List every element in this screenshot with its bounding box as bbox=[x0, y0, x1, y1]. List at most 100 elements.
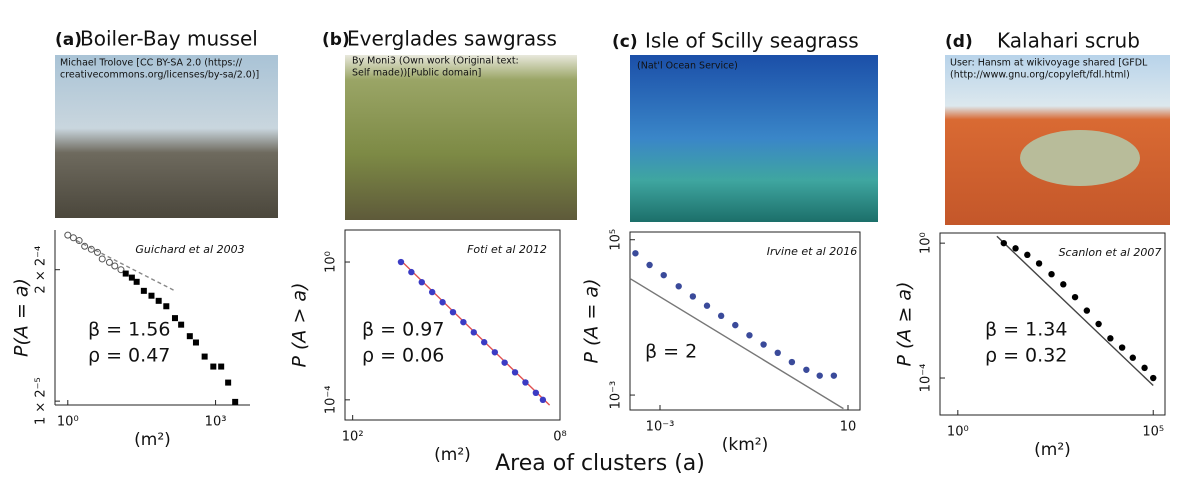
y-tick-label: 10⁵ bbox=[609, 229, 624, 251]
point bbox=[1118, 344, 1126, 351]
point bbox=[1000, 239, 1007, 247]
photo-credit: By Moni3 (Own work (Original text: bbox=[352, 56, 519, 67]
point bbox=[148, 292, 155, 299]
point bbox=[760, 341, 767, 348]
citation: Irvine et al 2016 bbox=[767, 245, 857, 258]
point bbox=[133, 278, 140, 285]
point bbox=[163, 303, 170, 310]
x-axis-label: (m²) bbox=[134, 430, 171, 450]
point bbox=[111, 262, 119, 270]
point bbox=[1048, 270, 1055, 278]
point bbox=[632, 250, 639, 257]
point bbox=[646, 261, 653, 269]
point bbox=[128, 274, 135, 281]
photo-credit: Michael Trolove [CC BY-SA 2.0 (https:// bbox=[60, 58, 243, 69]
x-tick-label: 0⁸ bbox=[553, 430, 566, 445]
point bbox=[1012, 245, 1019, 252]
point bbox=[1107, 335, 1114, 342]
point bbox=[803, 366, 810, 373]
citation: Guichard et al 2003 bbox=[135, 243, 244, 256]
point bbox=[397, 258, 405, 266]
y-axis-label: P (A > a) bbox=[289, 283, 311, 368]
point bbox=[87, 245, 95, 253]
point bbox=[660, 271, 667, 279]
x-tick-label: 10² bbox=[342, 430, 364, 445]
point bbox=[1024, 251, 1031, 259]
point bbox=[98, 255, 106, 263]
annotation: ρ = 0.06 bbox=[362, 345, 444, 367]
plot-frame bbox=[344, 229, 561, 421]
y-axis-label: P (A ≥ a) bbox=[894, 282, 916, 367]
point bbox=[192, 339, 199, 346]
point bbox=[1129, 354, 1136, 361]
panel-label: (d) bbox=[945, 32, 973, 52]
point bbox=[122, 270, 129, 277]
plot-frame bbox=[629, 231, 861, 411]
y-tick-label: 10⁰ bbox=[919, 232, 934, 254]
y-tick-label: 10⁻⁴ bbox=[324, 386, 339, 415]
annotation: β = 1.56 bbox=[88, 319, 170, 341]
x-axis-label: (m²) bbox=[1034, 440, 1071, 460]
panel-label: (c) bbox=[612, 32, 638, 52]
point bbox=[105, 258, 113, 266]
photo bbox=[630, 55, 878, 222]
x-tick-label: 10³ bbox=[205, 415, 227, 430]
point bbox=[491, 349, 499, 356]
y-tick-label: 10⁰ bbox=[324, 251, 339, 273]
point bbox=[64, 231, 72, 239]
x-tick-label: 10⁰ bbox=[947, 425, 969, 440]
y-axis-label: P(A = a) bbox=[11, 278, 33, 357]
point bbox=[81, 242, 89, 250]
citation: Scanlon et al 2007 bbox=[1059, 246, 1162, 259]
point bbox=[155, 297, 162, 304]
point bbox=[225, 379, 232, 386]
y-tick-label: 2 × 2⁻⁴ bbox=[34, 246, 49, 294]
shrub bbox=[1020, 130, 1140, 186]
fit-line bbox=[76, 239, 176, 292]
photo-credit: Self made))[Public domain] bbox=[352, 68, 481, 79]
point bbox=[774, 349, 781, 357]
point bbox=[201, 353, 208, 360]
point bbox=[449, 308, 457, 316]
panel-label: (a) bbox=[55, 30, 82, 50]
point bbox=[428, 288, 436, 296]
point bbox=[439, 299, 446, 306]
panel-title: Isle of Scilly seagrass bbox=[645, 29, 859, 53]
point bbox=[1035, 260, 1043, 267]
x-tick-label: 10 bbox=[840, 420, 857, 435]
annotation: β = 2 bbox=[645, 341, 697, 363]
point bbox=[675, 283, 682, 290]
point bbox=[75, 237, 83, 245]
panel-label: (b) bbox=[322, 30, 350, 50]
point bbox=[1150, 374, 1157, 382]
y-axis-label: P (A = a) bbox=[581, 279, 603, 364]
common-x-label: Area of clusters (a) bbox=[495, 451, 705, 476]
point bbox=[69, 234, 77, 242]
fit-line bbox=[996, 235, 1154, 387]
point bbox=[539, 396, 547, 404]
y-tick-label: 10⁻³ bbox=[609, 381, 624, 410]
point bbox=[218, 363, 225, 370]
annotation: ρ = 0.32 bbox=[985, 345, 1067, 367]
point bbox=[1141, 364, 1148, 372]
point bbox=[178, 321, 185, 328]
x-axis-label: (m²) bbox=[434, 445, 471, 465]
point bbox=[480, 339, 488, 346]
point bbox=[460, 318, 467, 326]
y-tick-label: 10⁻⁴ bbox=[919, 364, 934, 393]
point bbox=[1095, 320, 1102, 328]
photo bbox=[55, 55, 278, 218]
annotation: β = 1.34 bbox=[985, 319, 1067, 341]
point bbox=[210, 363, 217, 370]
point bbox=[703, 302, 711, 309]
point bbox=[717, 312, 725, 320]
point bbox=[1071, 293, 1079, 301]
panel-title: Boiler-Bay mussel bbox=[80, 27, 258, 51]
x-tick-label: 10⁰ bbox=[57, 415, 79, 430]
point bbox=[1060, 281, 1067, 288]
point bbox=[732, 321, 739, 329]
point bbox=[522, 379, 529, 386]
photo bbox=[345, 55, 577, 220]
point bbox=[501, 359, 508, 366]
